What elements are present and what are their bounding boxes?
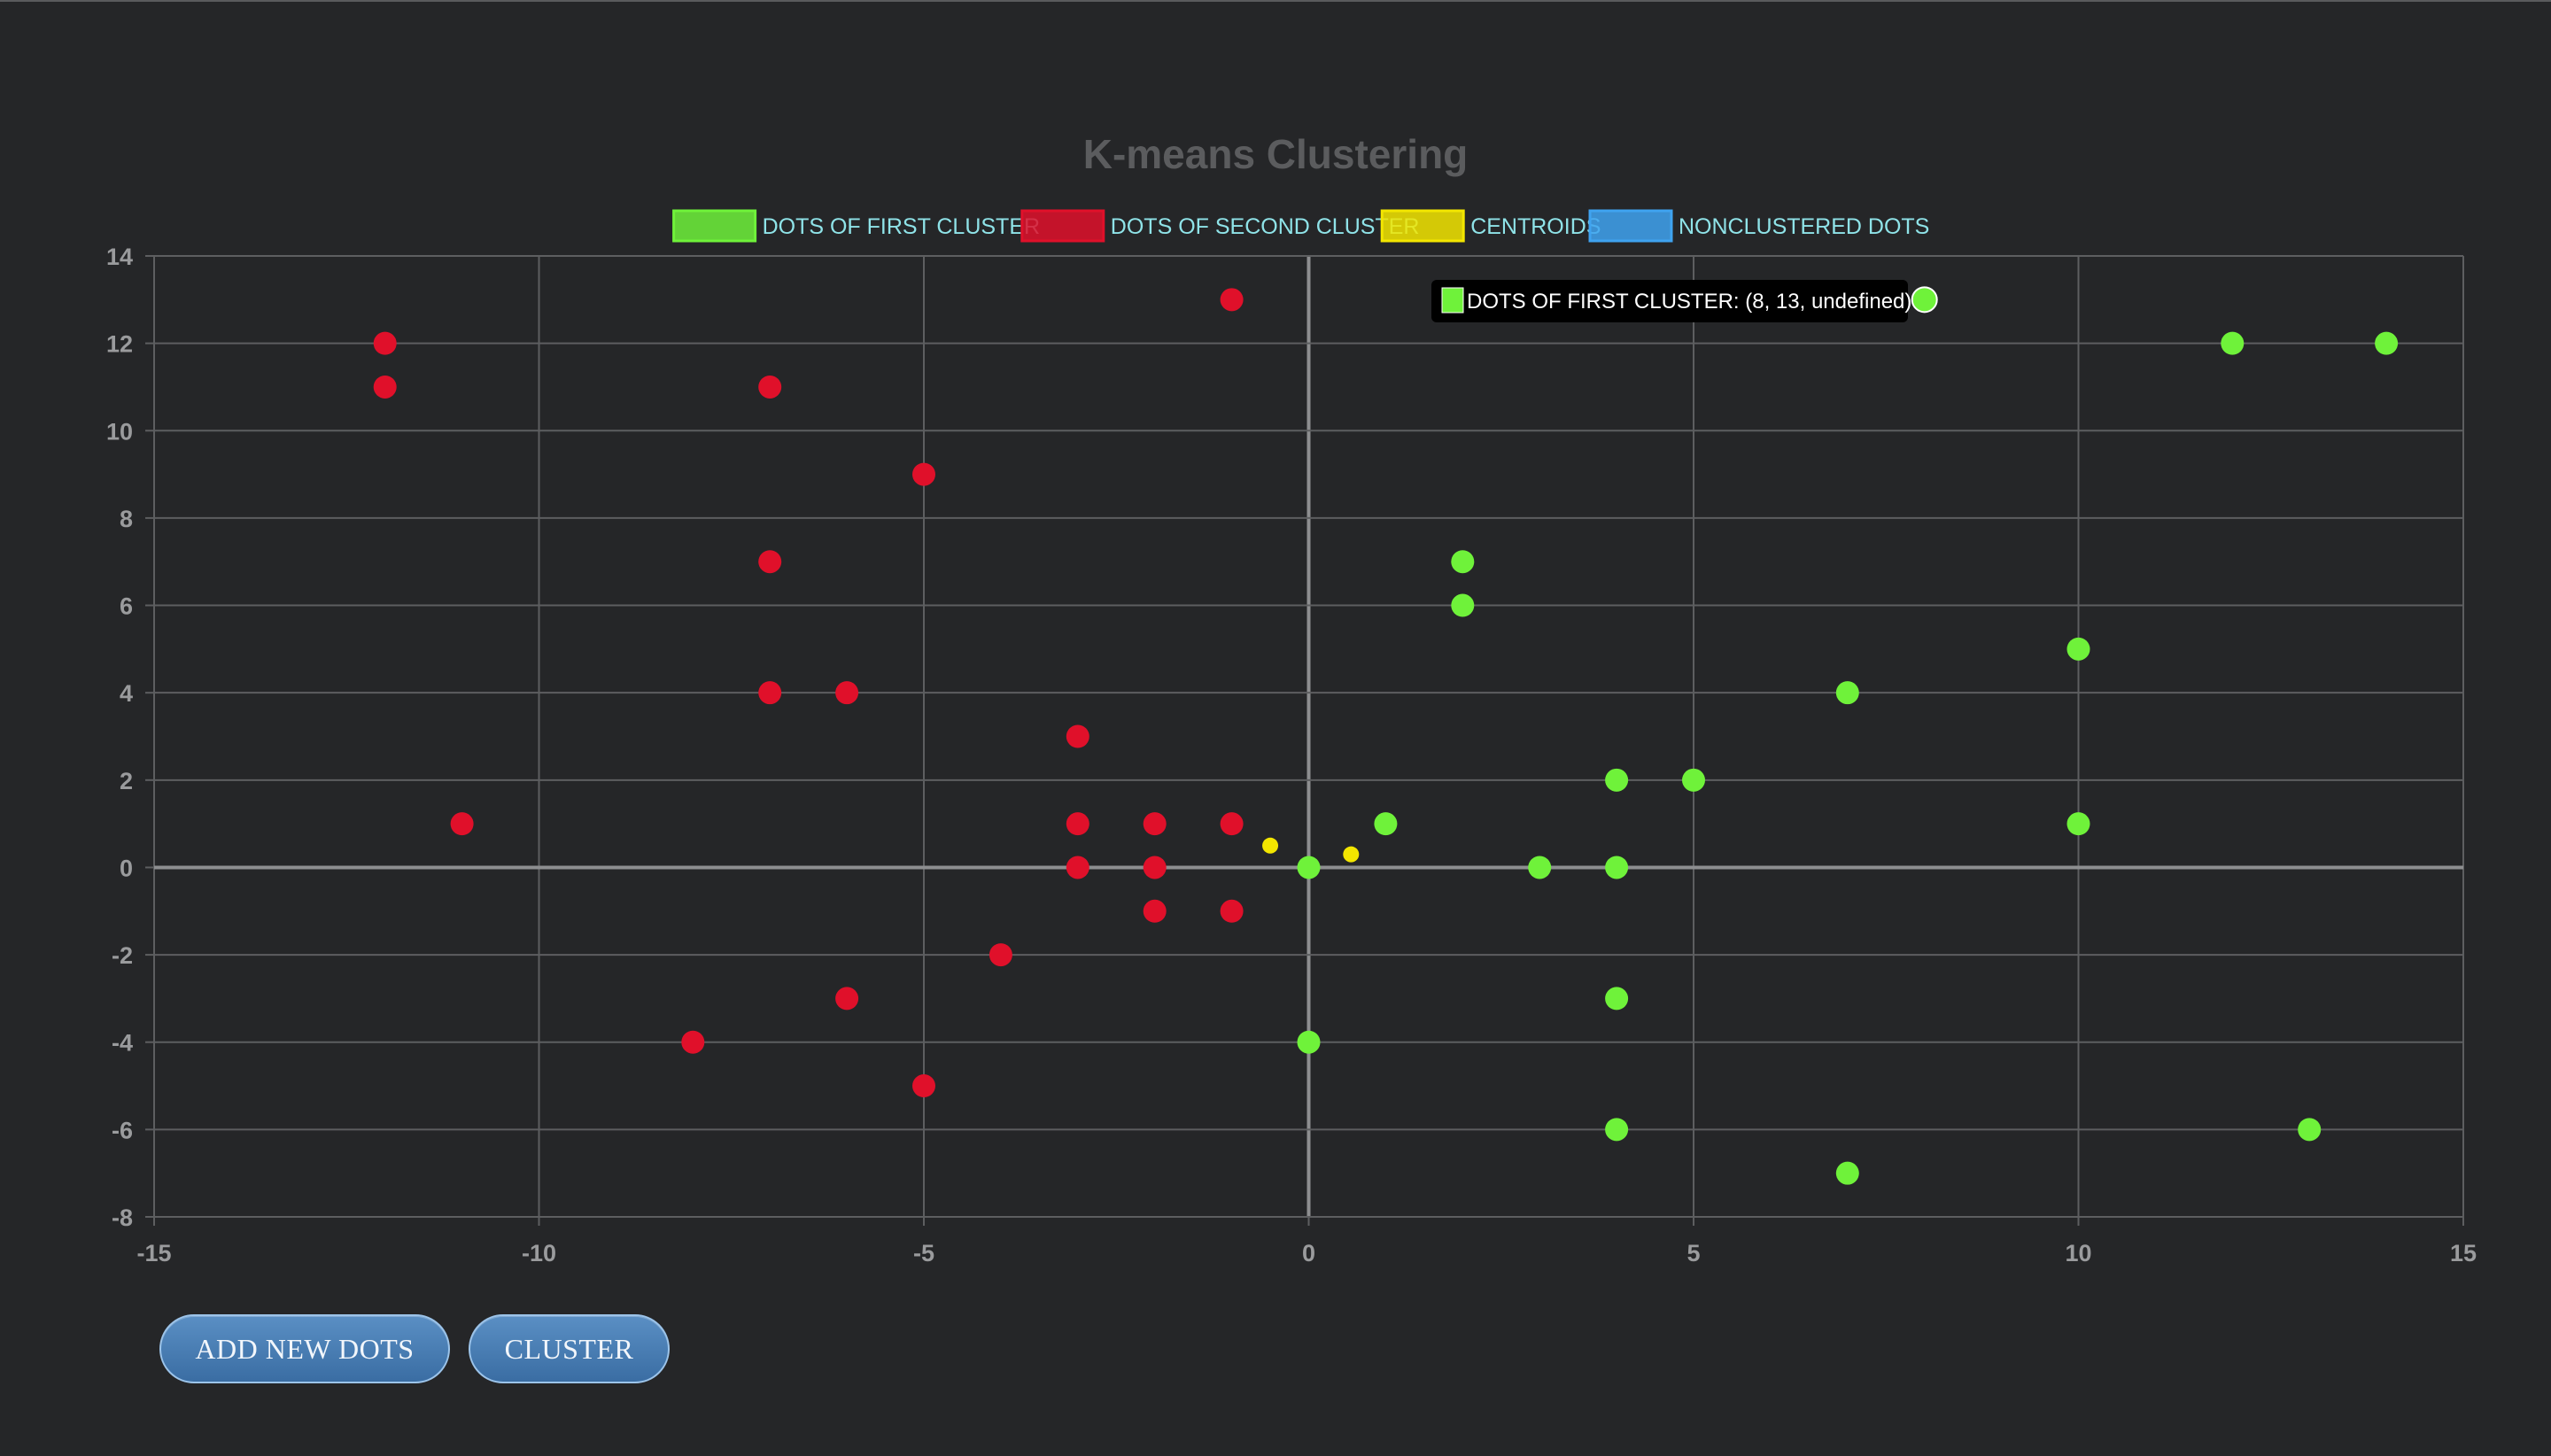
data-point[interactable] bbox=[1605, 856, 1629, 879]
data-point[interactable] bbox=[2066, 812, 2090, 836]
legend-label: DOTS OF SECOND CLUSTER bbox=[1111, 214, 1420, 239]
data-point[interactable] bbox=[2298, 1118, 2322, 1142]
legend-label: DOTS OF FIRST CLUSTER bbox=[763, 214, 1040, 239]
y-tick-label: -6 bbox=[112, 1117, 133, 1143]
legend-label: CENTROIDS bbox=[1470, 214, 1601, 239]
legend-swatch bbox=[1020, 209, 1105, 243]
cluster-button[interactable]: CLUSTER bbox=[469, 1314, 670, 1383]
chart-title: K-means Clustering bbox=[1083, 131, 1469, 177]
x-tick-label: -5 bbox=[913, 1240, 934, 1266]
x-tick-label: -10 bbox=[522, 1240, 556, 1266]
data-point[interactable] bbox=[1143, 856, 1167, 879]
data-point[interactable] bbox=[1451, 593, 1475, 617]
x-tick-label: 15 bbox=[2450, 1240, 2477, 1266]
data-point[interactable] bbox=[1528, 856, 1552, 879]
legend-item[interactable]: NONCLUSTERED DOTS bbox=[1588, 209, 1929, 243]
data-point[interactable] bbox=[681, 1030, 705, 1054]
y-tick-label: 10 bbox=[106, 418, 133, 445]
legend-item[interactable]: DOTS OF SECOND CLUSTER bbox=[1020, 209, 1420, 243]
data-point[interactable] bbox=[912, 1074, 935, 1098]
data-point[interactable] bbox=[1297, 856, 1321, 879]
y-tick-label: 14 bbox=[106, 244, 133, 270]
data-point[interactable] bbox=[2375, 331, 2399, 355]
y-tick-label: 0 bbox=[120, 855, 133, 881]
axis-ticks: -15 -10 -5 0 5 10 15 14 12 10 8 6 4 2 0 -2 -4 -6 -8 bbox=[106, 244, 2477, 1266]
data-point[interactable] bbox=[1605, 1118, 1629, 1142]
data-point[interactable] bbox=[912, 462, 935, 486]
legend-swatch bbox=[672, 209, 757, 243]
grid-lines bbox=[145, 255, 2464, 1226]
x-tick-label: -15 bbox=[136, 1240, 171, 1266]
data-point[interactable] bbox=[1605, 987, 1629, 1011]
data-point[interactable] bbox=[2221, 331, 2245, 355]
data-point[interactable] bbox=[1682, 768, 1705, 792]
x-tick-label: 0 bbox=[1302, 1240, 1315, 1266]
legend-swatch bbox=[1588, 209, 1673, 243]
y-tick-label: 4 bbox=[120, 680, 133, 707]
data-point[interactable] bbox=[1066, 812, 1089, 836]
centroid-point[interactable] bbox=[1343, 846, 1360, 863]
legend[interactable]: DOTS OF FIRST CLUSTER DOTS OF SECOND CLUS… bbox=[672, 209, 1930, 243]
data-point[interactable] bbox=[1066, 856, 1089, 879]
y-tick-label: 12 bbox=[106, 331, 133, 358]
y-tick-label: 2 bbox=[120, 768, 133, 794]
data-point[interactable] bbox=[989, 943, 1012, 967]
data-point[interactable] bbox=[758, 681, 782, 705]
y-tick-label: -8 bbox=[112, 1204, 133, 1231]
data-point[interactable] bbox=[758, 375, 782, 399]
y-tick-label: 8 bbox=[120, 506, 133, 532]
data-point[interactable] bbox=[1605, 768, 1629, 792]
hovered-point[interactable] bbox=[1911, 286, 1938, 314]
data-point[interactable] bbox=[1220, 288, 1244, 312]
data-points bbox=[373, 286, 2399, 1185]
data-point[interactable] bbox=[2066, 637, 2090, 661]
legend-label: NONCLUSTERED DOTS bbox=[1679, 214, 1929, 239]
y-tick-label: -2 bbox=[112, 942, 133, 969]
data-point[interactable] bbox=[1835, 1161, 1859, 1185]
x-tick-label: 5 bbox=[1686, 1240, 1700, 1266]
data-point[interactable] bbox=[1451, 550, 1475, 574]
legend-item[interactable]: DOTS OF FIRST CLUSTER bbox=[672, 209, 1040, 243]
data-point[interactable] bbox=[1143, 812, 1167, 836]
data-point[interactable] bbox=[758, 550, 782, 574]
data-point[interactable] bbox=[373, 331, 397, 355]
data-point[interactable] bbox=[1220, 812, 1244, 836]
data-point[interactable] bbox=[1835, 681, 1859, 705]
data-point[interactable] bbox=[1143, 899, 1167, 923]
centroid-point[interactable] bbox=[1262, 837, 1279, 854]
data-point[interactable] bbox=[1066, 724, 1089, 748]
legend-item[interactable]: CENTROIDS bbox=[1380, 209, 1601, 243]
tooltip-background bbox=[1431, 280, 1908, 322]
data-point[interactable] bbox=[1374, 812, 1398, 836]
y-tick-label: -4 bbox=[112, 1030, 133, 1057]
tooltip-text: DOTS OF FIRST CLUSTER: (8, 13, undefined… bbox=[1467, 290, 1911, 314]
add-new-dots-button[interactable]: ADD NEW DOTS bbox=[159, 1314, 450, 1383]
data-point[interactable] bbox=[835, 987, 859, 1011]
data-point[interactable] bbox=[373, 375, 397, 399]
tooltip-swatch bbox=[1441, 287, 1464, 314]
data-point[interactable] bbox=[1297, 1030, 1321, 1054]
data-point[interactable] bbox=[1220, 899, 1244, 923]
legend-swatch bbox=[1380, 209, 1465, 243]
x-tick-label: 10 bbox=[2065, 1240, 2091, 1266]
tooltip: DOTS OF FIRST CLUSTER: (8, 13, undefined… bbox=[1431, 280, 1911, 322]
y-tick-label: 6 bbox=[120, 593, 133, 620]
data-point[interactable] bbox=[835, 681, 859, 705]
data-point[interactable] bbox=[450, 812, 474, 836]
